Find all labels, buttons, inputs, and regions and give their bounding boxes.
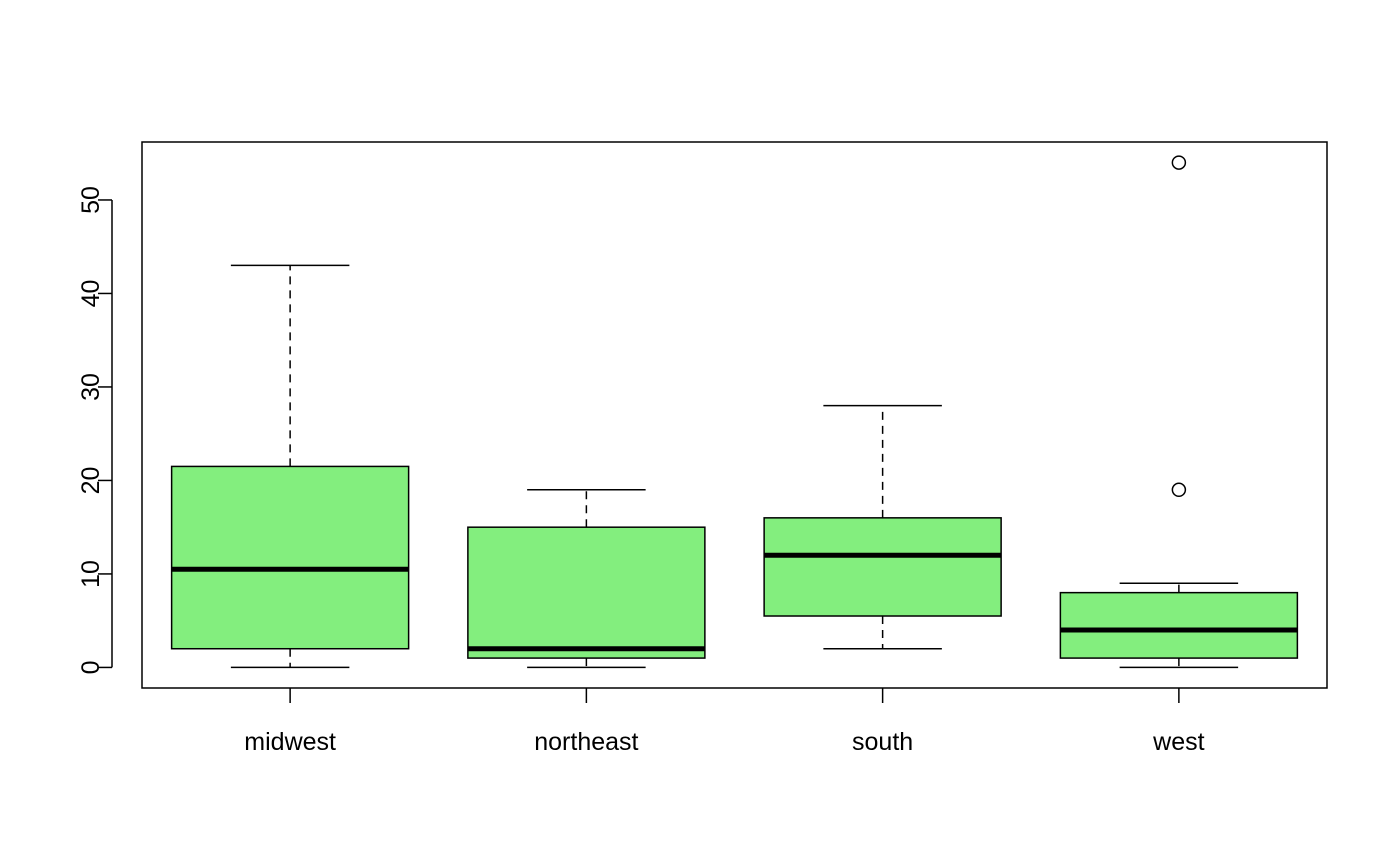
box-rect [1059, 591, 1299, 659]
y-tick-label: 10 [77, 560, 105, 588]
y-tick-label: 40 [77, 280, 105, 308]
box-south [763, 404, 1002, 650]
y-tick-label: 0 [77, 660, 105, 674]
x-tick-label: midwest [244, 728, 336, 756]
outlier-point [1171, 155, 1187, 170]
outlier-point [1171, 482, 1187, 498]
box-rect [467, 526, 706, 659]
box-rect [170, 465, 410, 650]
y-tick-label: 20 [77, 467, 105, 495]
box-northeast [467, 489, 706, 669]
box-rect [763, 517, 1002, 617]
x-axis: midwest northeast south west [244, 688, 1205, 756]
plot-frame [141, 141, 1328, 689]
boxes-layer [170, 155, 1299, 669]
y-tick-label: 50 [77, 186, 105, 214]
y-tick-label: 30 [77, 373, 105, 401]
x-tick-label: south [852, 728, 913, 756]
box-west [1059, 155, 1299, 669]
box-midwest [170, 264, 410, 669]
x-tick-label: west [1152, 728, 1204, 756]
y-axis: 0 10 20 30 40 50 [77, 186, 113, 674]
x-tick-label: northeast [534, 728, 638, 756]
